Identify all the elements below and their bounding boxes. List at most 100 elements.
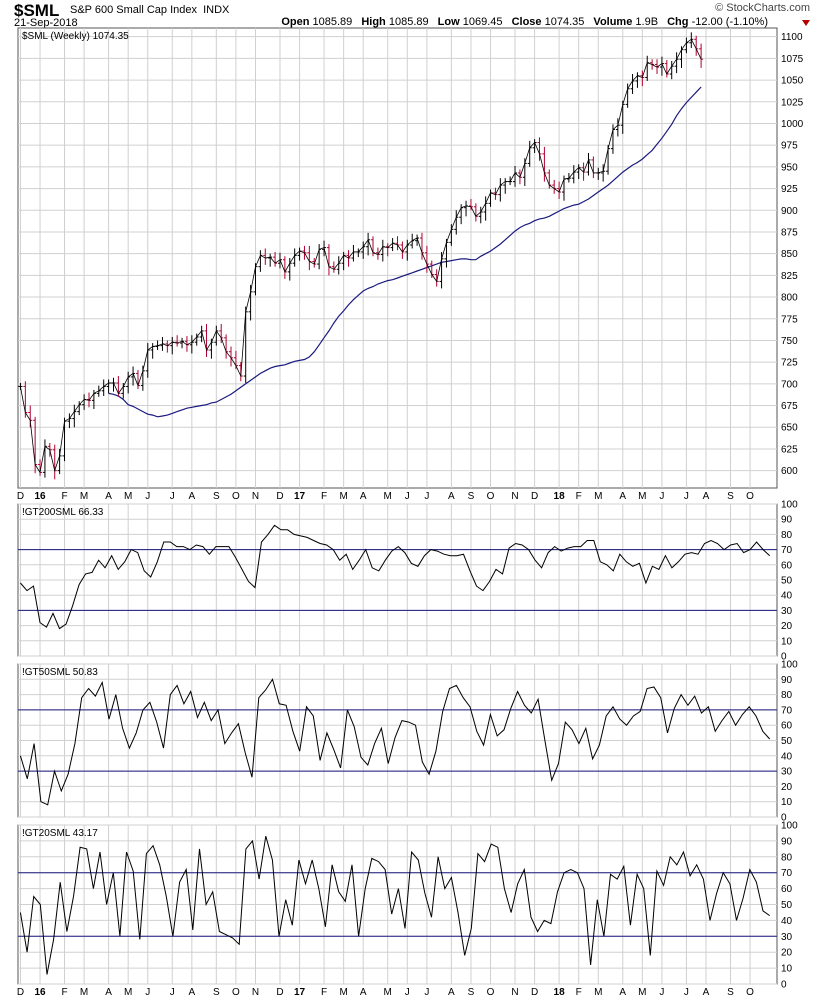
x-tick-label: F bbox=[576, 491, 582, 502]
y-tick-label: 675 bbox=[781, 401, 798, 412]
x-tick-label: 16 bbox=[34, 491, 46, 502]
y-tick-label: 100 bbox=[781, 500, 798, 511]
y-tick-label: 70 bbox=[781, 705, 793, 716]
y-tick-label: 10 bbox=[781, 964, 793, 975]
y-tick-label: 600 bbox=[781, 466, 798, 477]
x-tick-label: J bbox=[659, 987, 664, 998]
x-tick-label: 18 bbox=[554, 491, 566, 502]
x-tick-label: J bbox=[659, 491, 664, 502]
panel-2: 0 10 20 30 40 50 60 70 80 90 100 !GT50SML 50.83 bbox=[17, 660, 798, 824]
y-tick-label: 875 bbox=[781, 227, 798, 238]
x-tick-label: M bbox=[124, 491, 132, 502]
y-tick-label: 750 bbox=[781, 336, 798, 347]
y-tick-label: 775 bbox=[781, 314, 798, 325]
panel-label: $SML (Weekly) 1074.35 bbox=[22, 31, 129, 42]
index-title: S&P 600 Small Cap Index bbox=[70, 4, 197, 16]
x-tick-label: J bbox=[170, 987, 175, 998]
y-tick-label: 90 bbox=[781, 515, 793, 526]
close-label: Close bbox=[511, 16, 542, 28]
y-tick-label: 100 bbox=[781, 821, 798, 832]
x-tick-label: F bbox=[61, 987, 67, 998]
indicator-line bbox=[19, 835, 770, 975]
x-tick-label: F bbox=[321, 491, 327, 502]
x-tick-label: S bbox=[468, 491, 475, 502]
ohlc-stats: Open 1085.89 High 1085.89 Low 1069.45 Cl… bbox=[281, 16, 774, 28]
x-tick-label: M bbox=[594, 987, 602, 998]
y-tick-label: 10 bbox=[781, 797, 793, 808]
ticker-symbol: $SML bbox=[14, 1, 60, 20]
exchange-label: INDX bbox=[203, 4, 230, 16]
x-tick-label: J bbox=[405, 491, 410, 502]
x-tick-label: D bbox=[531, 987, 538, 998]
x-tick-label: M bbox=[339, 987, 347, 998]
x-tick-label: S bbox=[213, 987, 220, 998]
x-tick-label: J bbox=[145, 491, 150, 502]
y-tick-label: 30 bbox=[781, 767, 793, 778]
x-tick-label: A bbox=[105, 491, 112, 502]
y-tick-label: 50 bbox=[781, 736, 793, 747]
x-tick-label: N bbox=[252, 987, 259, 998]
x-tick-label: D bbox=[17, 491, 24, 502]
y-tick-label: 20 bbox=[781, 621, 793, 632]
x-tick-label: A bbox=[188, 987, 195, 998]
y-tick-label: 40 bbox=[781, 916, 793, 927]
y-tick-label: 925 bbox=[781, 184, 798, 195]
x-tick-label: A bbox=[105, 987, 112, 998]
y-tick-label: 40 bbox=[781, 751, 793, 762]
x-tick-label: A bbox=[360, 491, 367, 502]
y-tick-label: 80 bbox=[781, 852, 793, 863]
x-tick-label: S bbox=[468, 987, 475, 998]
x-tick-label: J bbox=[684, 987, 689, 998]
y-tick-label: 1050 bbox=[781, 76, 804, 87]
y-tick-label: 950 bbox=[781, 162, 798, 173]
y-tick-label: 625 bbox=[781, 444, 798, 455]
high-label: High bbox=[361, 16, 386, 28]
y-tick-label: 70 bbox=[781, 868, 793, 879]
x-tick-label: M bbox=[339, 491, 347, 502]
x-tick-label: 16 bbox=[34, 987, 46, 998]
y-tick-label: 60 bbox=[781, 884, 793, 895]
y-tick-label: 1025 bbox=[781, 97, 804, 108]
x-tick-label: O bbox=[487, 491, 495, 502]
brand-label: © StockCharts.com bbox=[715, 2, 810, 14]
y-tick-label: 60 bbox=[781, 721, 793, 732]
x-tick-label: D bbox=[531, 491, 538, 502]
panel-label: !GT200SML 66.33 bbox=[22, 507, 104, 518]
x-tick-label: 17 bbox=[294, 491, 306, 502]
x-tick-label: A bbox=[619, 491, 626, 502]
x-tick-label: M bbox=[80, 491, 88, 502]
x-tick-label: N bbox=[252, 491, 259, 502]
x-tick-label: J bbox=[424, 987, 429, 998]
chg-label: Chg bbox=[667, 16, 689, 28]
y-tick-label: 80 bbox=[781, 690, 793, 701]
y-tick-label: 30 bbox=[781, 932, 793, 943]
moving-average-line bbox=[108, 86, 702, 418]
x-tick-label: A bbox=[448, 491, 455, 502]
x-tick-label: 18 bbox=[554, 987, 566, 998]
x-tick-label: F bbox=[321, 987, 327, 998]
volume-value: 1.9B bbox=[635, 16, 659, 28]
y-tick-label: 0 bbox=[781, 652, 787, 663]
panel-3: 0 10 20 30 40 50 60 70 80 90 100 !GT20SML 43.17 D 16 F… bbox=[17, 821, 798, 999]
x-tick-label: J bbox=[684, 491, 689, 502]
x-tick-label: M bbox=[384, 491, 392, 502]
y-tick-label: 60 bbox=[781, 560, 793, 571]
close-value: 1074.35 bbox=[544, 16, 585, 28]
x-tick-label: N bbox=[511, 491, 518, 502]
x-tick-label: O bbox=[746, 987, 754, 998]
panel-label: !GT20SML 43.17 bbox=[22, 828, 98, 839]
y-tick-label: 725 bbox=[781, 358, 798, 369]
indicator-line bbox=[20, 524, 771, 630]
price-bar bbox=[699, 43, 704, 68]
y-tick-label: 800 bbox=[781, 293, 798, 304]
high-value: 1085.89 bbox=[388, 16, 429, 28]
panel-label: !GT50SML 50.83 bbox=[22, 667, 98, 678]
x-tick-label: A bbox=[188, 491, 195, 502]
y-tick-label: 90 bbox=[781, 675, 793, 686]
low-value: 1069.45 bbox=[462, 16, 503, 28]
x-tick-label: J bbox=[405, 987, 410, 998]
close-line bbox=[20, 38, 702, 474]
x-tick-label: S bbox=[727, 987, 734, 998]
x-tick-label: D bbox=[276, 987, 283, 998]
